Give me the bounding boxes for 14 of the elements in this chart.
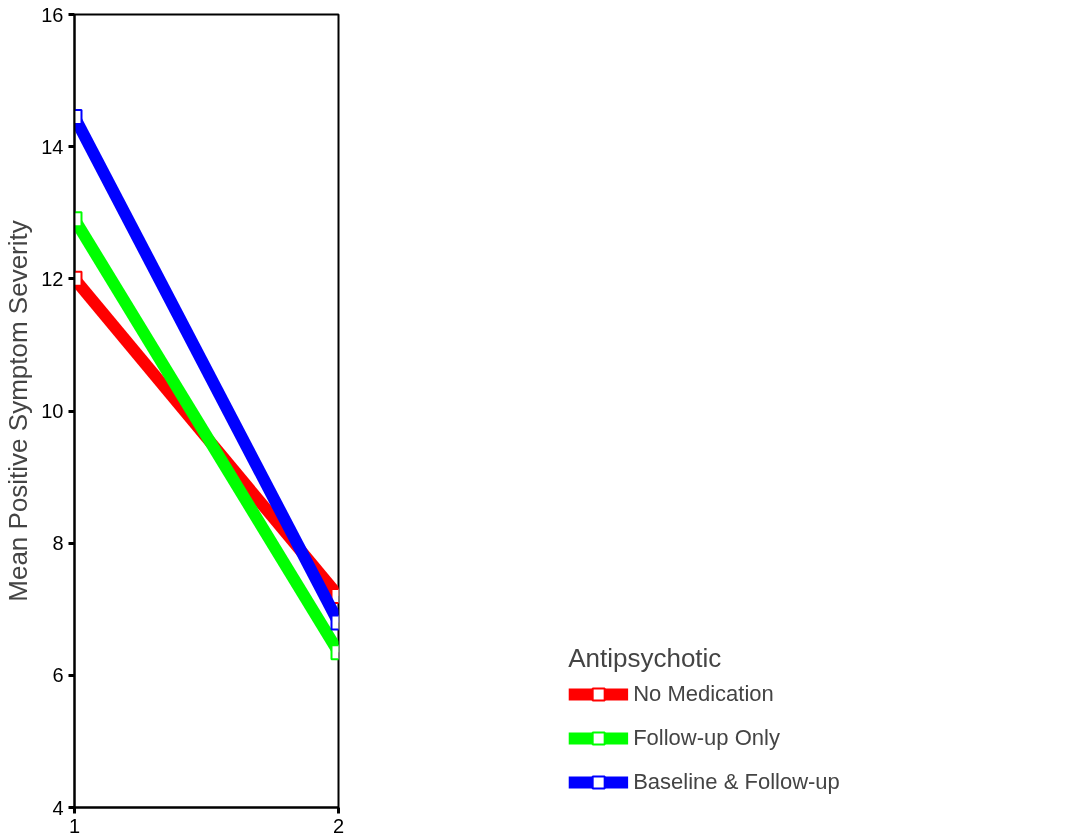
legend-label: No Medication [633, 681, 774, 707]
y-tick-label: 14 [41, 135, 64, 158]
legend-title: Antipsychotic [568, 643, 723, 674]
y-tick-label: 8 [52, 532, 64, 555]
y-tick-label: 16 [41, 3, 64, 26]
x-tick-label: 1 [68, 814, 81, 837]
legend-label: Follow-up Only [633, 725, 780, 751]
y-tick-label: 4 [52, 796, 64, 819]
y-tick-label: 12 [41, 267, 64, 290]
y-tick-label: 10 [41, 400, 64, 422]
x-tick-label: 2 [332, 814, 345, 837]
y-axis-title: Mean Positive Symptom Severity [3, 220, 34, 602]
legend-label: Baseline & Follow-up [633, 769, 840, 795]
y-tick-label: 6 [52, 664, 64, 687]
